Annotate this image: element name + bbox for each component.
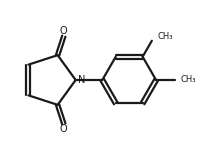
Text: CH₃: CH₃: [181, 76, 196, 84]
Text: O: O: [60, 124, 68, 134]
Text: O: O: [60, 26, 68, 36]
Text: CH₃: CH₃: [158, 32, 173, 41]
Text: N: N: [78, 75, 85, 85]
